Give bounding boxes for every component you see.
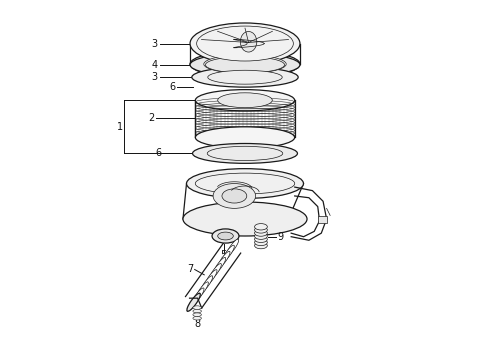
Ellipse shape xyxy=(255,224,268,230)
Ellipse shape xyxy=(240,31,257,52)
Ellipse shape xyxy=(205,270,217,286)
Ellipse shape xyxy=(193,309,201,313)
Ellipse shape xyxy=(255,239,268,246)
Ellipse shape xyxy=(190,51,300,77)
Ellipse shape xyxy=(205,57,285,73)
Ellipse shape xyxy=(193,313,201,316)
Text: 2: 2 xyxy=(148,113,154,123)
Ellipse shape xyxy=(204,55,286,73)
FancyBboxPatch shape xyxy=(318,216,327,222)
Ellipse shape xyxy=(218,251,230,268)
Text: 3: 3 xyxy=(151,72,158,82)
Ellipse shape xyxy=(255,236,268,243)
Ellipse shape xyxy=(218,93,272,108)
Ellipse shape xyxy=(190,23,300,64)
Text: 1: 1 xyxy=(117,122,123,132)
Text: 5: 5 xyxy=(220,251,227,261)
Ellipse shape xyxy=(188,294,200,311)
Ellipse shape xyxy=(214,257,226,274)
Ellipse shape xyxy=(255,242,268,249)
Ellipse shape xyxy=(209,264,221,280)
Ellipse shape xyxy=(196,26,294,61)
Text: 6: 6 xyxy=(155,148,161,158)
Text: 3: 3 xyxy=(151,39,158,49)
Ellipse shape xyxy=(222,245,234,262)
Ellipse shape xyxy=(193,306,201,309)
Ellipse shape xyxy=(196,90,294,111)
Ellipse shape xyxy=(183,202,307,236)
Ellipse shape xyxy=(196,173,294,194)
Ellipse shape xyxy=(218,232,233,240)
Ellipse shape xyxy=(207,146,283,161)
Ellipse shape xyxy=(255,233,268,239)
Ellipse shape xyxy=(187,293,200,311)
Text: 8: 8 xyxy=(194,319,200,329)
Ellipse shape xyxy=(190,54,300,76)
Ellipse shape xyxy=(255,230,268,236)
Ellipse shape xyxy=(196,127,294,148)
Text: 9: 9 xyxy=(277,232,284,242)
Ellipse shape xyxy=(193,316,201,320)
Text: 4: 4 xyxy=(151,60,158,70)
Text: 7: 7 xyxy=(187,265,193,274)
Ellipse shape xyxy=(213,184,256,208)
Ellipse shape xyxy=(192,288,204,305)
Ellipse shape xyxy=(222,189,247,203)
Ellipse shape xyxy=(192,67,298,87)
Ellipse shape xyxy=(187,168,303,198)
Ellipse shape xyxy=(226,239,239,256)
Ellipse shape xyxy=(193,144,297,163)
Ellipse shape xyxy=(255,227,268,233)
Ellipse shape xyxy=(200,276,213,292)
Ellipse shape xyxy=(212,229,239,243)
Ellipse shape xyxy=(196,282,208,298)
Ellipse shape xyxy=(208,70,282,84)
Text: 6: 6 xyxy=(169,82,175,92)
